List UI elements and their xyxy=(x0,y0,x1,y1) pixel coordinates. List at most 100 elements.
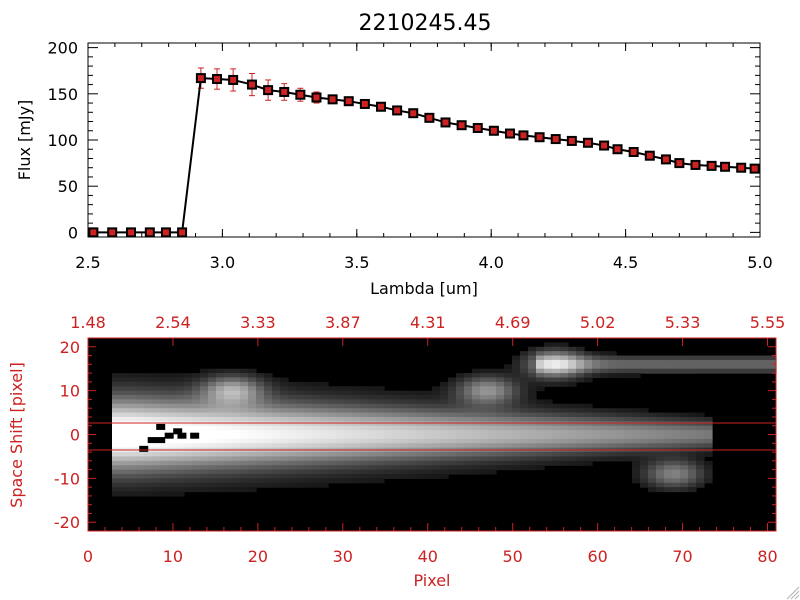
image-pixel xyxy=(264,412,273,418)
image-pixel xyxy=(576,355,585,361)
image-pixel xyxy=(440,412,449,418)
image-pixel xyxy=(560,342,569,348)
image-pixel xyxy=(624,412,633,418)
image-pixel xyxy=(200,460,209,466)
image-pixel xyxy=(256,373,265,379)
image-pixel xyxy=(696,482,705,488)
image-x-tick-label: 30 xyxy=(333,547,353,566)
image-pixel xyxy=(624,368,633,374)
image-pixel xyxy=(640,452,649,458)
image-pixel xyxy=(408,395,417,401)
image-pixel xyxy=(200,473,209,479)
y-tick-label: 0 xyxy=(68,223,78,242)
image-pixel xyxy=(448,395,457,401)
image-pixel xyxy=(232,469,241,475)
image-pixel xyxy=(224,487,233,493)
image-pixel xyxy=(120,395,129,401)
image-pixel xyxy=(216,460,225,466)
image-pixel xyxy=(704,465,713,471)
image-pixel xyxy=(648,355,657,361)
image-pixel xyxy=(488,377,497,383)
image-top-tick-label: 5.33 xyxy=(665,313,701,332)
image-pixel xyxy=(336,403,345,409)
image-pixel xyxy=(168,487,177,493)
image-x-tick-label: 50 xyxy=(503,547,523,566)
image-pixel xyxy=(248,403,257,409)
image-pixel xyxy=(312,416,321,422)
image-pixel xyxy=(240,465,249,471)
image-pixel xyxy=(648,473,657,479)
image-pixel xyxy=(464,381,473,387)
image-pixel xyxy=(424,434,433,440)
image-pixel xyxy=(128,390,137,396)
image-pixel xyxy=(368,416,377,422)
image-pixel xyxy=(392,403,401,409)
image-pixel xyxy=(152,487,161,493)
image-pixel xyxy=(656,465,665,471)
image-top-tick-label: 5.55 xyxy=(750,313,786,332)
image-pixel xyxy=(136,399,145,405)
image-pixel xyxy=(120,408,129,414)
data-point xyxy=(359,98,370,109)
image-x-tick-label: 60 xyxy=(587,547,607,566)
image-pixel xyxy=(696,355,705,361)
image-pixel xyxy=(384,390,393,396)
resize-grip-icon[interactable] xyxy=(786,586,800,600)
image-pixel xyxy=(696,438,705,444)
image-pixel xyxy=(256,438,265,444)
image-pixel xyxy=(248,438,257,444)
image-pixel xyxy=(728,355,737,361)
image-pixel xyxy=(216,390,225,396)
image-pixel xyxy=(672,452,681,458)
image-pixel xyxy=(168,381,177,387)
image-pixel xyxy=(280,434,289,440)
image-pixel xyxy=(664,443,673,449)
image-pixel xyxy=(520,438,529,444)
image-top-tick-label: 3.87 xyxy=(325,313,361,332)
image-pixel xyxy=(176,373,185,379)
image-pixel xyxy=(232,443,241,449)
data-point xyxy=(736,162,747,173)
image-pixel xyxy=(256,408,265,414)
image-pixel xyxy=(360,390,369,396)
image-pixel xyxy=(296,416,305,422)
image-pixel xyxy=(480,434,489,440)
image-pixel xyxy=(160,456,169,462)
image-pixel xyxy=(208,482,217,488)
image-pixel xyxy=(136,381,145,387)
image-pixel xyxy=(488,373,497,379)
image-pixel xyxy=(200,390,209,396)
image-pixel xyxy=(672,443,681,449)
image-pixel xyxy=(400,438,409,444)
image-pixel xyxy=(688,421,697,427)
image-pixel xyxy=(112,395,121,401)
image-pixel xyxy=(328,456,337,462)
image-pixel xyxy=(192,456,201,462)
image-pixel xyxy=(320,403,329,409)
image-pixel xyxy=(520,368,529,374)
image-pixel xyxy=(176,421,185,427)
image-pixel xyxy=(664,430,673,436)
image-pixel xyxy=(112,377,121,383)
image-pixel xyxy=(704,364,713,370)
image-pixel xyxy=(152,460,161,466)
image-pixel xyxy=(248,469,257,475)
image-pixel xyxy=(264,386,273,392)
image-pixel xyxy=(560,460,569,466)
image-pixel xyxy=(112,465,121,471)
image-pixel xyxy=(224,425,233,431)
image-pixel xyxy=(120,373,129,379)
image-pixel xyxy=(512,416,521,422)
image-pixel xyxy=(608,355,617,361)
image-pixel xyxy=(616,434,625,440)
image-pixel xyxy=(248,465,257,471)
image-pixel xyxy=(440,399,449,405)
image-pixel xyxy=(248,395,257,401)
image-pixel xyxy=(504,443,513,449)
image-pixel xyxy=(632,364,641,370)
image-pixel xyxy=(120,443,129,449)
image-pixel xyxy=(448,460,457,466)
data-point xyxy=(177,227,188,238)
image-y-tick-label: -20 xyxy=(54,513,80,532)
